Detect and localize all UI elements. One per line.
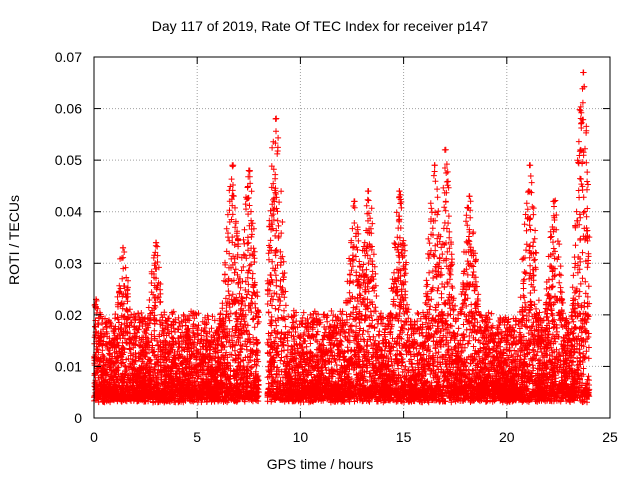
y-tick-label: 0.05 [55, 152, 82, 168]
roti-peak-point [245, 167, 252, 174]
roti-peak-point [152, 239, 159, 246]
roti-peak-point [551, 198, 558, 205]
roti-peak-point [351, 198, 358, 205]
y-tick-label: 0.03 [55, 255, 82, 271]
data-points [91, 69, 593, 406]
roti-peak-point [441, 146, 448, 153]
x-tick-label: 25 [602, 429, 618, 445]
roti-peak-point [431, 162, 438, 169]
roti-peak-point [272, 115, 279, 122]
y-tick-label: 0.04 [55, 204, 82, 220]
x-tick-label: 20 [499, 429, 515, 445]
roti-peak-point [396, 188, 403, 195]
roti-peak-point [526, 162, 533, 169]
axis-ticks: 0 0.01 0.02 0.03 0.04 0.05 0.06 0.07 0 5 10 15 20 25 [55, 49, 618, 445]
roti-peak-point [229, 162, 236, 169]
y-tick-label: 0.06 [55, 101, 82, 117]
x-tick-label: 0 [90, 429, 98, 445]
chart-title: Day 117 of 2019, Rate Of TEC Index for r… [151, 18, 489, 34]
roti-peak-point [466, 193, 473, 200]
roti-peak-point [365, 188, 372, 195]
y-tick-label: 0 [74, 410, 82, 426]
roti-point-cloud [91, 69, 593, 406]
roti-peak-point [580, 69, 587, 76]
x-axis-label: GPS time / hours [266, 456, 374, 472]
y-tick-label: 0.01 [55, 358, 82, 374]
plot-frame [93, 56, 611, 419]
x-tick-label: 5 [193, 429, 201, 445]
y-tick-label: 0.02 [55, 307, 82, 323]
x-tick-label: 15 [396, 429, 412, 445]
y-tick-label: 0.07 [55, 49, 82, 65]
roti-peak-point [119, 244, 126, 251]
x-tick-label: 10 [293, 429, 309, 445]
